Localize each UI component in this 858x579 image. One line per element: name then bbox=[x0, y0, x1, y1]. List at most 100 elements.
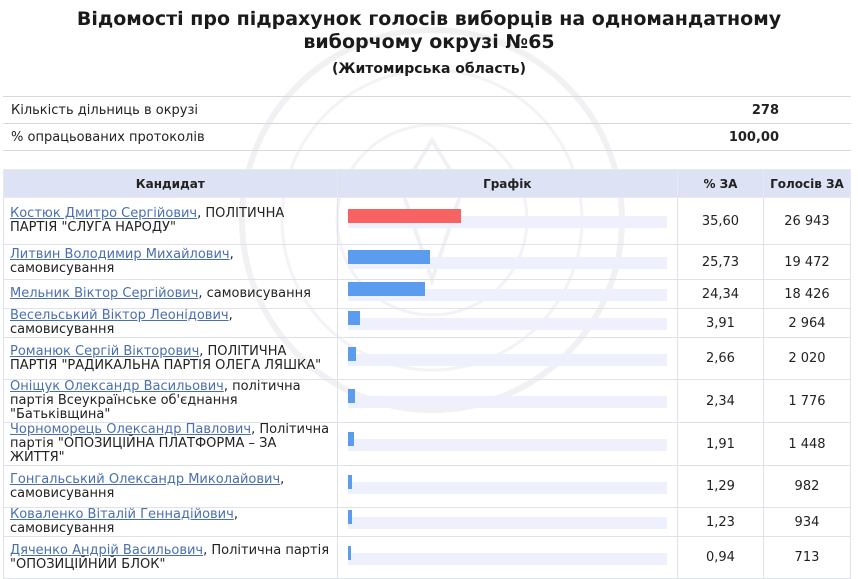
vote-share-bar bbox=[347, 474, 352, 489]
percent-cell: 2,66 bbox=[677, 337, 764, 380]
candidate-link[interactable]: Дяченко Андрій Васильович bbox=[10, 542, 204, 558]
vote-share-bar bbox=[347, 311, 361, 325]
summary-label: Кількість дільниць в окрузі bbox=[3, 96, 527, 124]
table-row: Весельський Віктор Леонідович, самовисув… bbox=[3, 308, 852, 338]
summary-row: % опрацьованих протоколів 100,00 bbox=[3, 123, 851, 151]
graph-cell bbox=[336, 507, 679, 537]
percent-cell: 3,91 bbox=[677, 308, 764, 338]
header-percent: % ЗА bbox=[677, 169, 764, 198]
vote-bar-track bbox=[347, 346, 667, 366]
vote-share-bar bbox=[347, 432, 354, 446]
table-row: Гонгальський Олександр Миколайович, само… bbox=[3, 465, 852, 508]
table-row: Оніщук Олександр Васильович, політична п… bbox=[3, 379, 852, 423]
summary-value: 278 bbox=[526, 96, 851, 124]
percent-cell: 1,29 bbox=[677, 465, 764, 508]
summary-table: Кількість дільниць в окрузі 278 % опраць… bbox=[3, 96, 851, 151]
candidate-party: , Політична партія "ОПОЗИЦІЙНА ПЛАТФОРМА… bbox=[10, 422, 330, 465]
percent-cell: 24,34 bbox=[677, 279, 764, 309]
summary-value: 100,00 bbox=[526, 123, 851, 151]
votes-cell: 19 472 bbox=[762, 244, 852, 280]
vote-bar-track bbox=[347, 545, 667, 565]
votes-cell: 1 448 bbox=[762, 422, 852, 466]
candidate-link[interactable]: Мельник Віктор Сергійович bbox=[10, 286, 199, 301]
votes-cell: 934 bbox=[762, 507, 852, 537]
candidate-link[interactable]: Гонгальський Олександр Миколайович bbox=[10, 471, 281, 487]
vote-share-bar bbox=[347, 250, 430, 264]
vote-bar-track bbox=[347, 432, 667, 451]
results-header-row: Кандидат Графік % ЗА Голосів ЗА bbox=[3, 169, 852, 198]
table-row: Мельник Віктор Сергійович, самовисування… bbox=[3, 279, 852, 309]
candidate-cell: Коваленко Віталій Геннадійович, самовису… bbox=[3, 507, 338, 537]
candidate-link[interactable]: Литвин Володимир Михайлович bbox=[10, 247, 230, 262]
summary-row: Кількість дільниць в окрузі 278 bbox=[3, 96, 851, 124]
candidate-cell: Гонгальський Олександр Миколайович, само… bbox=[3, 465, 338, 508]
graph-cell bbox=[336, 337, 679, 380]
vote-bar-track bbox=[347, 389, 667, 408]
votes-cell: 26 943 bbox=[762, 197, 852, 245]
title-line-1: Відомості про підрахунок голосів виборці… bbox=[76, 8, 782, 30]
candidate-cell: Мельник Віктор Сергійович, самовисування bbox=[3, 279, 338, 309]
candidate-link[interactable]: Коваленко Віталій Геннадійович bbox=[10, 507, 234, 522]
votes-cell: 2 020 bbox=[762, 337, 852, 380]
graph-cell bbox=[336, 244, 679, 280]
percent-cell: 35,60 bbox=[677, 197, 764, 245]
header-candidate: Кандидат bbox=[3, 169, 338, 198]
vote-share-bar bbox=[347, 545, 351, 560]
candidate-link[interactable]: Оніщук Олександр Васильович bbox=[10, 379, 224, 394]
vote-share-bar bbox=[347, 510, 352, 524]
candidate-party: , самовисування bbox=[10, 247, 234, 276]
candidate-cell: Оніщук Олександр Васильович, політична п… bbox=[3, 379, 338, 423]
candidate-cell: Весельський Віктор Леонідович, самовисув… bbox=[3, 308, 338, 338]
graph-cell bbox=[336, 536, 679, 579]
votes-cell: 2 964 bbox=[762, 308, 852, 338]
results-table: Кандидат Графік % ЗА Голосів ЗА Костюк Д… bbox=[3, 169, 852, 579]
candidate-cell: Чорноморець Олександр Павлович, Політичн… bbox=[3, 422, 338, 466]
graph-cell bbox=[336, 308, 679, 338]
table-row: Костюк Дмитро Сергійович, ПОЛІТИЧНА ПАРТ… bbox=[3, 197, 852, 245]
vote-bar-track bbox=[347, 282, 667, 301]
candidate-cell: Романюк Сергій Вікторович, ПОЛІТИЧНА ПАР… bbox=[3, 337, 338, 380]
graph-cell bbox=[336, 197, 679, 245]
candidate-party: , самовисування bbox=[10, 308, 233, 337]
votes-cell: 713 bbox=[762, 536, 852, 579]
table-row: Дяченко Андрій Васильович, Політична пар… bbox=[3, 536, 852, 579]
vote-bar-track bbox=[347, 250, 667, 269]
table-row: Литвин Володимир Михайлович, самовисуван… bbox=[3, 244, 852, 280]
vote-share-bar bbox=[347, 346, 357, 361]
title-line-2: виборчому окрузі №65 bbox=[303, 31, 555, 53]
votes-cell: 1 776 bbox=[762, 379, 852, 423]
candidate-link[interactable]: Костюк Дмитро Сергійович bbox=[10, 206, 198, 221]
vote-bar-track bbox=[347, 510, 667, 529]
vote-share-bar bbox=[347, 209, 462, 223]
header-graph: Графік bbox=[336, 169, 679, 198]
vote-bar-track bbox=[347, 209, 667, 228]
vote-share-bar bbox=[347, 389, 356, 403]
vote-share-bar bbox=[347, 282, 426, 296]
votes-cell: 982 bbox=[762, 465, 852, 508]
candidate-cell: Костюк Дмитро Сергійович, ПОЛІТИЧНА ПАРТ… bbox=[3, 197, 338, 245]
region-subtitle: (Житомирська область) bbox=[331, 61, 527, 77]
graph-cell bbox=[336, 422, 679, 466]
percent-cell: 1,91 bbox=[677, 422, 764, 466]
graph-cell bbox=[336, 279, 679, 309]
candidate-link[interactable]: Чорноморець Олександр Павлович bbox=[10, 422, 252, 437]
candidate-cell: Дяченко Андрій Васильович, Політична пар… bbox=[3, 536, 338, 579]
votes-cell: 18 426 bbox=[762, 279, 852, 309]
candidate-cell: Литвин Володимир Михайлович, самовисуван… bbox=[3, 244, 338, 280]
graph-cell bbox=[336, 465, 679, 508]
candidate-party: , самовисування bbox=[10, 507, 238, 536]
graph-cell bbox=[336, 379, 679, 423]
vote-bar-track bbox=[347, 474, 667, 494]
candidate-party: , самовисування bbox=[10, 471, 285, 501]
percent-cell: 2,34 bbox=[677, 379, 764, 423]
candidate-link[interactable]: Весельський Віктор Леонідович bbox=[10, 308, 229, 323]
page-title: Відомості про підрахунок голосів виборці… bbox=[0, 8, 858, 54]
vote-bar-track bbox=[347, 311, 667, 330]
percent-cell: 25,73 bbox=[677, 244, 764, 280]
table-row: Чорноморець Олександр Павлович, Політичн… bbox=[3, 422, 852, 466]
candidate-party: , самовисування bbox=[198, 286, 311, 301]
table-row: Романюк Сергій Вікторович, ПОЛІТИЧНА ПАР… bbox=[3, 337, 852, 380]
candidate-link[interactable]: Романюк Сергій Вікторович bbox=[10, 343, 200, 359]
percent-cell: 0,94 bbox=[677, 536, 764, 579]
table-row: Коваленко Віталій Геннадійович, самовису… bbox=[3, 507, 852, 537]
